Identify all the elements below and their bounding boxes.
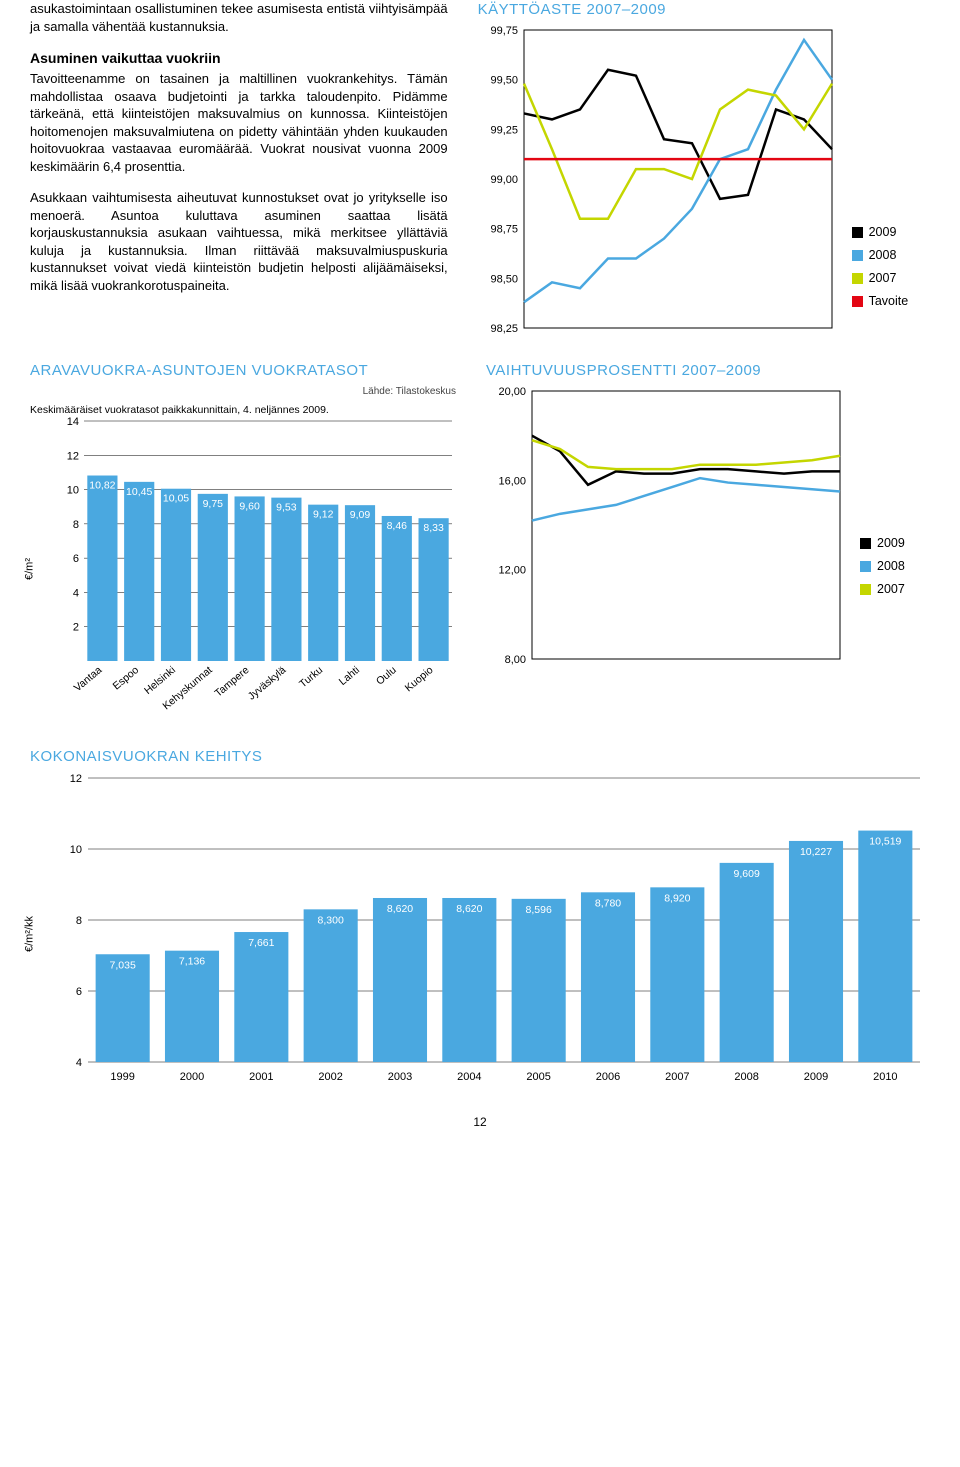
svg-text:10: 10: [70, 844, 82, 856]
svg-text:Vantaa: Vantaa: [72, 664, 105, 694]
svg-text:98,25: 98,25: [490, 323, 518, 334]
svg-text:8,00: 8,00: [505, 654, 526, 665]
svg-text:6: 6: [73, 553, 79, 565]
svg-text:Jyväskylä: Jyväskylä: [246, 664, 289, 703]
svg-text:14: 14: [67, 417, 79, 428]
legend-vaihtuvuus: 2009 2008 2007: [860, 535, 905, 604]
svg-text:8: 8: [76, 915, 82, 927]
svg-text:8,920: 8,920: [664, 892, 690, 904]
paragraph-3: Asukkaan vaihtumisesta aiheutuvat kunnos…: [30, 189, 448, 294]
svg-text:12: 12: [70, 773, 82, 785]
legend-item: 2008: [852, 247, 909, 264]
svg-text:10,519: 10,519: [869, 835, 901, 847]
svg-text:98,50: 98,50: [490, 274, 518, 286]
chart-arava: 141210864210,82Vantaa10,45Espoo10,05Hels…: [56, 417, 456, 722]
svg-text:7,035: 7,035: [110, 959, 136, 971]
svg-text:99,75: 99,75: [490, 25, 518, 37]
svg-text:10,227: 10,227: [800, 845, 832, 857]
svg-text:6: 6: [76, 986, 82, 998]
page-number: 12: [30, 1114, 930, 1130]
legend-item: 2009: [852, 224, 909, 241]
legend-kayttoaste: 2009 2008 2007 Tavoite: [852, 224, 909, 316]
intro-paragraph: asukastoimintaan osallistuminen tekee as…: [30, 0, 448, 35]
svg-text:8,596: 8,596: [526, 903, 552, 915]
svg-text:99,00: 99,00: [490, 174, 518, 186]
svg-text:2007: 2007: [665, 1071, 689, 1083]
svg-text:7,661: 7,661: [248, 937, 274, 949]
svg-text:4: 4: [76, 1057, 82, 1069]
legend-item: 2007: [852, 270, 909, 287]
chart-subnote-arava: Keskimääräiset vuokratasot paikkakunnitt…: [30, 403, 456, 417]
svg-text:99,50: 99,50: [490, 75, 518, 87]
svg-text:Kuopio: Kuopio: [403, 664, 436, 694]
y-axis-label-arava: €/m²: [23, 558, 38, 580]
svg-text:8,33: 8,33: [423, 522, 444, 534]
svg-text:9,09: 9,09: [350, 509, 371, 521]
svg-text:10,45: 10,45: [126, 486, 152, 498]
svg-text:9,60: 9,60: [239, 500, 260, 512]
svg-text:2005: 2005: [526, 1071, 550, 1083]
chart-title-kokonais: KOKONAISVUOKRAN KEHITYS: [30, 747, 930, 767]
svg-text:2006: 2006: [596, 1071, 620, 1083]
svg-text:99,25: 99,25: [490, 125, 518, 137]
svg-text:2: 2: [73, 621, 79, 633]
section-subhead: Asuminen vaikuttaa vuokriin: [30, 49, 448, 68]
svg-text:12,00: 12,00: [498, 565, 526, 577]
svg-text:9,75: 9,75: [203, 498, 224, 510]
svg-text:8,620: 8,620: [456, 903, 482, 915]
legend-item: Tavoite: [852, 293, 909, 310]
svg-text:8,620: 8,620: [387, 903, 413, 915]
svg-text:16,00: 16,00: [498, 475, 526, 487]
chart-kokonais: 12 10 8 6 4 7,035 1999 7,136 2000 7,661 2001 8,300 2…: [56, 772, 930, 1097]
svg-text:9,609: 9,609: [734, 867, 760, 879]
svg-text:10,05: 10,05: [163, 492, 189, 504]
svg-text:8,46: 8,46: [387, 520, 408, 532]
svg-text:4: 4: [73, 587, 79, 599]
svg-text:2003: 2003: [388, 1071, 412, 1083]
legend-item: 2009: [860, 535, 905, 552]
svg-text:7,136: 7,136: [179, 955, 205, 967]
svg-text:2009: 2009: [804, 1071, 828, 1083]
svg-text:10,82: 10,82: [89, 479, 115, 491]
paragraph-2: Tavoitteenamme on tasainen ja maltilline…: [30, 70, 448, 175]
svg-text:Turku: Turku: [297, 664, 325, 690]
chart-title-arava: ARAVAVUOKRA-ASUNTOJEN VUOKRATASOT: [30, 361, 368, 381]
chart-vaihtuvuus: 20,00 16,00 12,00 8,00: [486, 385, 846, 670]
svg-text:1999: 1999: [110, 1071, 134, 1083]
chart-kayttoaste: 99,75 99,50 99,25 99,00 98,75 98,50 98,25: [478, 24, 838, 339]
svg-text:2004: 2004: [457, 1071, 481, 1083]
legend-item: 2008: [860, 558, 905, 575]
svg-text:98,75: 98,75: [490, 224, 518, 236]
svg-text:2010: 2010: [873, 1071, 897, 1083]
svg-text:Oulu: Oulu: [374, 664, 399, 688]
svg-text:8,300: 8,300: [318, 914, 344, 926]
svg-text:9,12: 9,12: [313, 508, 334, 520]
legend-item: 2007: [860, 581, 905, 598]
svg-text:2002: 2002: [318, 1071, 342, 1083]
svg-text:2000: 2000: [180, 1071, 204, 1083]
svg-text:2008: 2008: [734, 1071, 758, 1083]
svg-text:8: 8: [73, 519, 79, 531]
chart-title-kayttoaste: KÄYTTÖASTE 2007–2009: [478, 0, 930, 20]
chart-title-vaihtuvuus: VAIHTUVUUSPROSENTTI 2007–2009: [486, 361, 930, 381]
chart-source-arava: Lähde: Tilastokeskus: [30, 385, 456, 399]
svg-text:Espoo: Espoo: [111, 664, 142, 692]
svg-text:Lahti: Lahti: [337, 664, 362, 688]
y-axis-label-kokonais: €/m²/kk: [23, 916, 38, 952]
svg-text:8,780: 8,780: [595, 897, 621, 909]
svg-text:12: 12: [67, 450, 79, 462]
svg-text:10: 10: [67, 484, 79, 496]
svg-text:9,53: 9,53: [276, 501, 297, 513]
svg-text:2001: 2001: [249, 1071, 273, 1083]
svg-text:20,00: 20,00: [498, 386, 526, 398]
